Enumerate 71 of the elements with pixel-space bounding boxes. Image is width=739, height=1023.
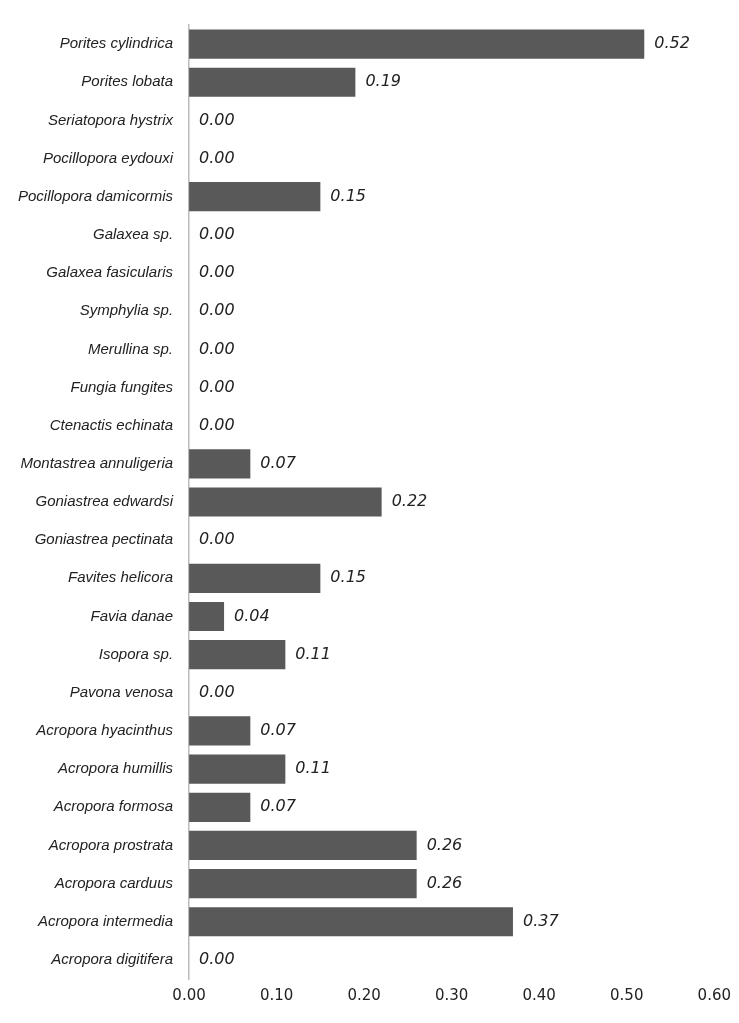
x-tick-label: 0.40 <box>522 985 556 1004</box>
data-label: 0.00 <box>199 262 235 282</box>
bar <box>189 792 251 822</box>
y-tick-label: Ctenactis echinata <box>49 415 174 433</box>
y-tick-label: Acropora formosa <box>52 797 174 815</box>
bar <box>189 182 321 212</box>
y-tick-label: Symphylia sp. <box>79 301 174 319</box>
data-label: 0.15 <box>330 185 366 205</box>
data-label: 0.00 <box>199 949 235 969</box>
data-label: 0.19 <box>365 71 402 91</box>
data-label: 0.22 <box>391 491 428 511</box>
data-label: 0.07 <box>260 796 297 816</box>
y-tick-label: Fungia fungites <box>70 377 174 395</box>
y-tick-label: Pocillopora damicormis <box>17 186 174 204</box>
data-label: 0.00 <box>199 300 235 320</box>
y-tick-label: Merullina sp. <box>88 339 174 357</box>
data-label: 0.15 <box>330 567 366 587</box>
y-tick-label: Acropora digitifera <box>50 950 174 968</box>
y-tick-label: Acropora hyacinthus <box>35 721 174 739</box>
bar <box>189 869 417 899</box>
y-tick-label: Pocillopora eydouxi <box>42 148 174 166</box>
data-label: 0.00 <box>199 338 235 358</box>
data-label: 0.00 <box>199 224 235 244</box>
bar <box>189 563 321 593</box>
x-tick-label: 0.50 <box>610 985 644 1004</box>
bar <box>189 830 417 861</box>
data-label: 0.11 <box>295 758 331 778</box>
data-label: 0.07 <box>260 453 297 472</box>
data-label: 0.00 <box>199 681 235 701</box>
y-tick-label: Goniastrea edwardsi <box>35 492 174 510</box>
bar <box>189 640 286 670</box>
y-tick-label: Galaxea fasicularis <box>46 263 174 281</box>
y-tick-label: Porites cylindrica <box>59 34 174 52</box>
bar <box>189 67 356 97</box>
y-tick-label: Acropora prostrata <box>47 835 174 853</box>
y-tick-label: Favia danae <box>90 606 174 624</box>
bar <box>189 754 286 784</box>
data-label: 0.00 <box>199 529 235 549</box>
data-label: 0.52 <box>654 33 690 53</box>
data-label: 0.00 <box>199 376 235 396</box>
x-tick-label: 0.30 <box>434 985 469 1004</box>
x-tick-label: 0.10 <box>259 985 294 1004</box>
bar <box>189 716 251 746</box>
x-tick-label: 0.00 <box>172 985 206 1004</box>
data-label: 0.00 <box>199 109 235 129</box>
bar <box>189 449 251 479</box>
data-label: 0.26 <box>426 872 463 892</box>
y-tick-label: Isopora sp. <box>98 644 174 662</box>
data-label: 0.04 <box>234 605 270 625</box>
data-label: 0.00 <box>199 414 235 434</box>
data-label: 0.11 <box>295 643 331 663</box>
data-label: 0.07 <box>260 720 297 740</box>
y-tick-label: Porites lobata <box>81 72 174 90</box>
bar <box>189 487 382 517</box>
y-tick-label: Galaxea sp. <box>93 225 174 243</box>
y-tick-label: Montastrea annuligeria <box>20 454 174 472</box>
bar <box>189 907 513 937</box>
bar <box>189 29 645 59</box>
data-label: 0.37 <box>522 910 560 930</box>
bar <box>189 601 225 632</box>
y-tick-label: Seriatopora hystrix <box>47 110 174 128</box>
y-tick-label: Goniastrea pectinata <box>34 530 174 548</box>
y-tick-label: Acropora intermedia <box>36 911 174 929</box>
data-label: 0.00 <box>199 147 235 167</box>
y-tick-label: Favites helicora <box>68 568 174 586</box>
y-tick-label: Acropora carduus <box>53 873 174 891</box>
x-tick-label: 0.20 <box>347 985 381 1004</box>
y-tick-label: Acropora humillis <box>57 759 174 777</box>
y-tick-label: Pavona venosa <box>69 682 174 700</box>
data-label: 0.26 <box>426 834 463 854</box>
x-tick-label: 0.60 <box>697 985 731 1004</box>
